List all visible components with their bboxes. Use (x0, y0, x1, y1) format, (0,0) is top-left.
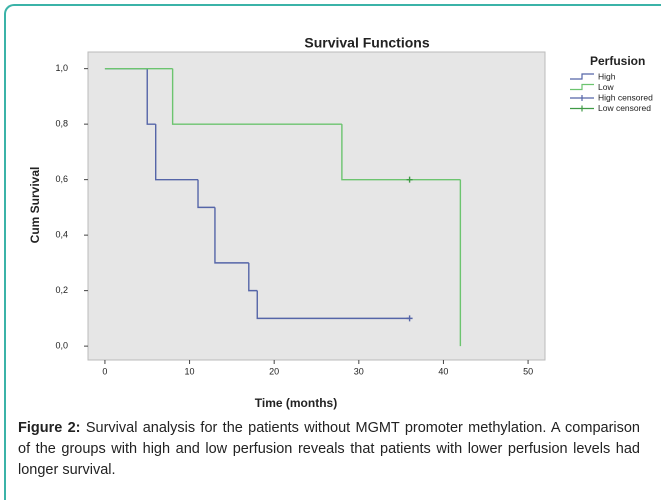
survival-step (214, 207, 249, 264)
y-tick-label: 0,2 (55, 285, 68, 295)
legend-label: High (598, 71, 616, 81)
censor-mark (406, 315, 413, 322)
legend-symbol (570, 83, 594, 91)
caption-label: Figure 2: (18, 420, 81, 436)
x-tick-label: 30 (354, 366, 364, 376)
y-tick-label: 0,8 (55, 119, 68, 129)
y-tick-label: 0,0 (55, 341, 68, 351)
y-tick-label: 0,4 (55, 230, 68, 240)
caption-text: Survival analysis for the patients witho… (18, 420, 640, 478)
caption: Figure 2: Survival analysis for the pati… (18, 418, 640, 481)
legend-label: High censored (598, 92, 653, 102)
chart: Survival Functions Time (months) Cum Sur… (28, 35, 653, 410)
survival-step (146, 68, 156, 125)
legend-label: Low (598, 82, 614, 92)
frame (4, 4, 661, 500)
chart-title: Survival Functions (304, 35, 429, 51)
x-axis-label: Time (months) (255, 396, 337, 410)
survival-step (155, 124, 199, 181)
survival-step (248, 262, 258, 292)
survival-step (256, 290, 410, 320)
x-tick-label: 50 (523, 366, 533, 376)
survival-step (197, 179, 215, 209)
censor-mark (406, 176, 413, 183)
x-tick-label: 0 (102, 366, 107, 376)
legend-symbol (570, 105, 594, 112)
x-tick-label: 20 (269, 366, 279, 376)
plot-area (87, 51, 546, 361)
x-tick-label: 10 (185, 366, 195, 376)
legend-symbol (570, 73, 594, 80)
survival-step (171, 68, 342, 125)
legend-label: Low censored (598, 103, 651, 113)
legend-symbol (570, 95, 594, 101)
survival-step (341, 124, 461, 181)
legend-title: Perfusion (590, 54, 645, 68)
y-tick-label: 1,0 (55, 63, 68, 73)
y-tick-label: 0,6 (55, 174, 68, 184)
y-axis-label: Cum Survival (28, 167, 42, 244)
x-tick-label: 40 (438, 366, 448, 376)
